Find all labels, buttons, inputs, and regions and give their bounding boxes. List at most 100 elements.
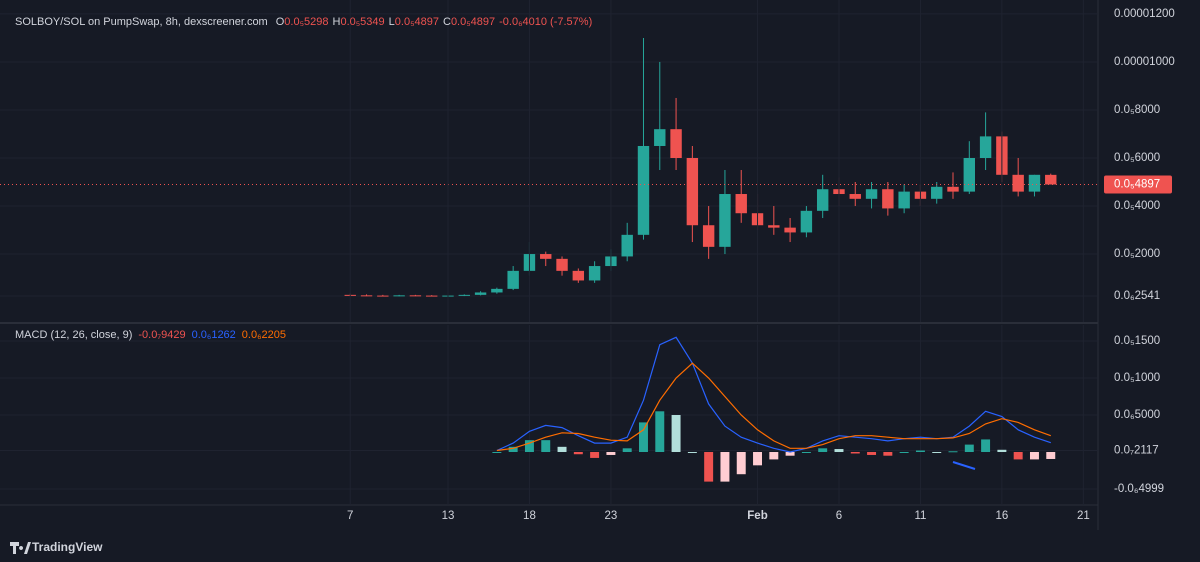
y-tick-label: 0.00001200 bbox=[1114, 8, 1175, 20]
candle-body bbox=[849, 194, 861, 199]
x-tick-label: 18 bbox=[523, 510, 536, 522]
histogram-bar bbox=[801, 452, 811, 454]
ohlc-value: 0.0₅5349 bbox=[340, 16, 384, 28]
ohlc-value: 0.0₅5298 bbox=[284, 16, 328, 28]
histogram-bar bbox=[508, 446, 518, 453]
y-tick-label: 0.0₇2117 bbox=[1114, 444, 1159, 456]
histogram-bar bbox=[606, 452, 616, 455]
last-price-badge bbox=[1104, 175, 1172, 194]
histogram-bar bbox=[883, 452, 893, 456]
candle-body bbox=[735, 194, 747, 214]
ohlc-key: O bbox=[276, 16, 285, 28]
candle-body bbox=[882, 189, 894, 209]
histogram-bar bbox=[720, 452, 730, 482]
footer-logo: TradingView bbox=[10, 540, 103, 554]
histogram-bar bbox=[818, 448, 828, 453]
histogram-bar bbox=[590, 452, 600, 458]
y-tick-label: 0.0₅1000 bbox=[1114, 372, 1160, 384]
candle-body bbox=[572, 270, 585, 281]
x-tick-label: 23 bbox=[605, 510, 618, 522]
candle-body bbox=[507, 270, 519, 289]
candle-body bbox=[784, 227, 796, 233]
ohlc-key: L bbox=[389, 16, 395, 28]
x-tick-label: 7 bbox=[347, 510, 353, 522]
candle-body bbox=[686, 157, 699, 226]
candle-body bbox=[474, 292, 487, 295]
candle-body bbox=[800, 210, 813, 233]
candle-body bbox=[540, 254, 552, 259]
ohlc-value: 0.0₅4897 bbox=[451, 16, 495, 28]
x-tick-label: 16 bbox=[995, 510, 1008, 522]
candle-body bbox=[637, 145, 650, 235]
footer-text: TradingView bbox=[32, 540, 103, 554]
y-tick-label: 0.0₆2541 bbox=[1114, 290, 1160, 302]
candle-body bbox=[1012, 174, 1024, 192]
histogram-bar bbox=[948, 451, 958, 453]
x-tick-label: 13 bbox=[442, 510, 455, 522]
candle-body bbox=[670, 129, 682, 158]
candle-body bbox=[654, 129, 666, 146]
y-tick-label: 0.0₅6000 bbox=[1114, 152, 1160, 164]
histogram-bar bbox=[541, 440, 551, 453]
price-legend: SOLBOY/SOL on PumpSwap, 8h, dexscreener.… bbox=[15, 16, 592, 28]
histogram-bar bbox=[899, 452, 909, 454]
candle-body bbox=[898, 191, 910, 209]
candle-body bbox=[865, 189, 878, 199]
change: -0.0₆4010 (-7.57%) bbox=[499, 16, 592, 28]
histogram-bar bbox=[557, 446, 567, 453]
histogram-bar bbox=[769, 452, 779, 460]
y-tick-label: 0.0₆5000 bbox=[1114, 409, 1160, 421]
candle-body bbox=[491, 288, 503, 293]
histogram-bar bbox=[1013, 452, 1023, 460]
candle-body bbox=[816, 189, 829, 211]
candle-body bbox=[621, 234, 633, 257]
x-tick-label: 21 bbox=[1077, 510, 1090, 522]
candle-body bbox=[556, 258, 568, 271]
histogram-bar bbox=[981, 439, 991, 453]
last-price-label: 0.0₅4897 bbox=[1114, 179, 1160, 191]
candle-body bbox=[768, 225, 780, 228]
candle-body bbox=[1028, 174, 1041, 192]
histogram-bar bbox=[915, 450, 925, 453]
histogram-bar bbox=[997, 449, 1007, 453]
ohlc-key: H bbox=[333, 16, 341, 28]
candle-body bbox=[963, 157, 976, 192]
histogram-bar bbox=[867, 452, 877, 455]
histogram-bar bbox=[687, 452, 697, 454]
histogram-bar bbox=[704, 452, 714, 482]
legend-value: 0.0₆2205 bbox=[242, 329, 286, 341]
drawing-line bbox=[952, 461, 976, 470]
histogram-bar bbox=[573, 452, 583, 455]
histogram-bar bbox=[932, 452, 942, 454]
candle-body bbox=[426, 295, 438, 297]
legend-value: -0.0₇9429 bbox=[138, 329, 185, 341]
histogram-bar bbox=[850, 452, 860, 454]
candle-body bbox=[719, 194, 731, 247]
macd-title: MACD (12, 26, close, 9) bbox=[15, 329, 132, 341]
candle-body bbox=[458, 294, 470, 296]
y-tick-label: -0.0₆4999 bbox=[1114, 483, 1164, 495]
histogram-bar bbox=[492, 452, 502, 454]
candle-body bbox=[409, 295, 422, 297]
histogram-bar bbox=[639, 422, 648, 453]
macd-line bbox=[496, 362, 1052, 452]
candle-body bbox=[947, 186, 959, 192]
histogram-bar bbox=[834, 449, 844, 453]
histogram-bar bbox=[753, 452, 763, 466]
y-tick-label: 0.0₅8000 bbox=[1114, 104, 1160, 116]
macd-line bbox=[496, 336, 1051, 453]
histogram-bar bbox=[736, 452, 746, 475]
histogram-bar bbox=[524, 440, 534, 453]
logo-icon bbox=[10, 542, 31, 554]
ohlc-value: 0.0₅4897 bbox=[395, 16, 439, 28]
macd-legend: MACD (12, 26, close, 9) -0.0₇9429 0.0₆1262… bbox=[15, 329, 286, 341]
x-tick-label: Feb bbox=[747, 510, 767, 522]
histogram-bar bbox=[671, 415, 681, 453]
ohlc: O0.0₅5298 H0.0₅5349 L0.0₅4897 C0.0₅4897 bbox=[276, 16, 495, 28]
histogram-bar bbox=[622, 448, 632, 453]
y-tick-label: 0.0₅1500 bbox=[1114, 335, 1160, 347]
marks: 0.00001200 0.00001000 0.0₅8000 0.0₅6000 0.0₅… bbox=[0, 0, 1175, 522]
